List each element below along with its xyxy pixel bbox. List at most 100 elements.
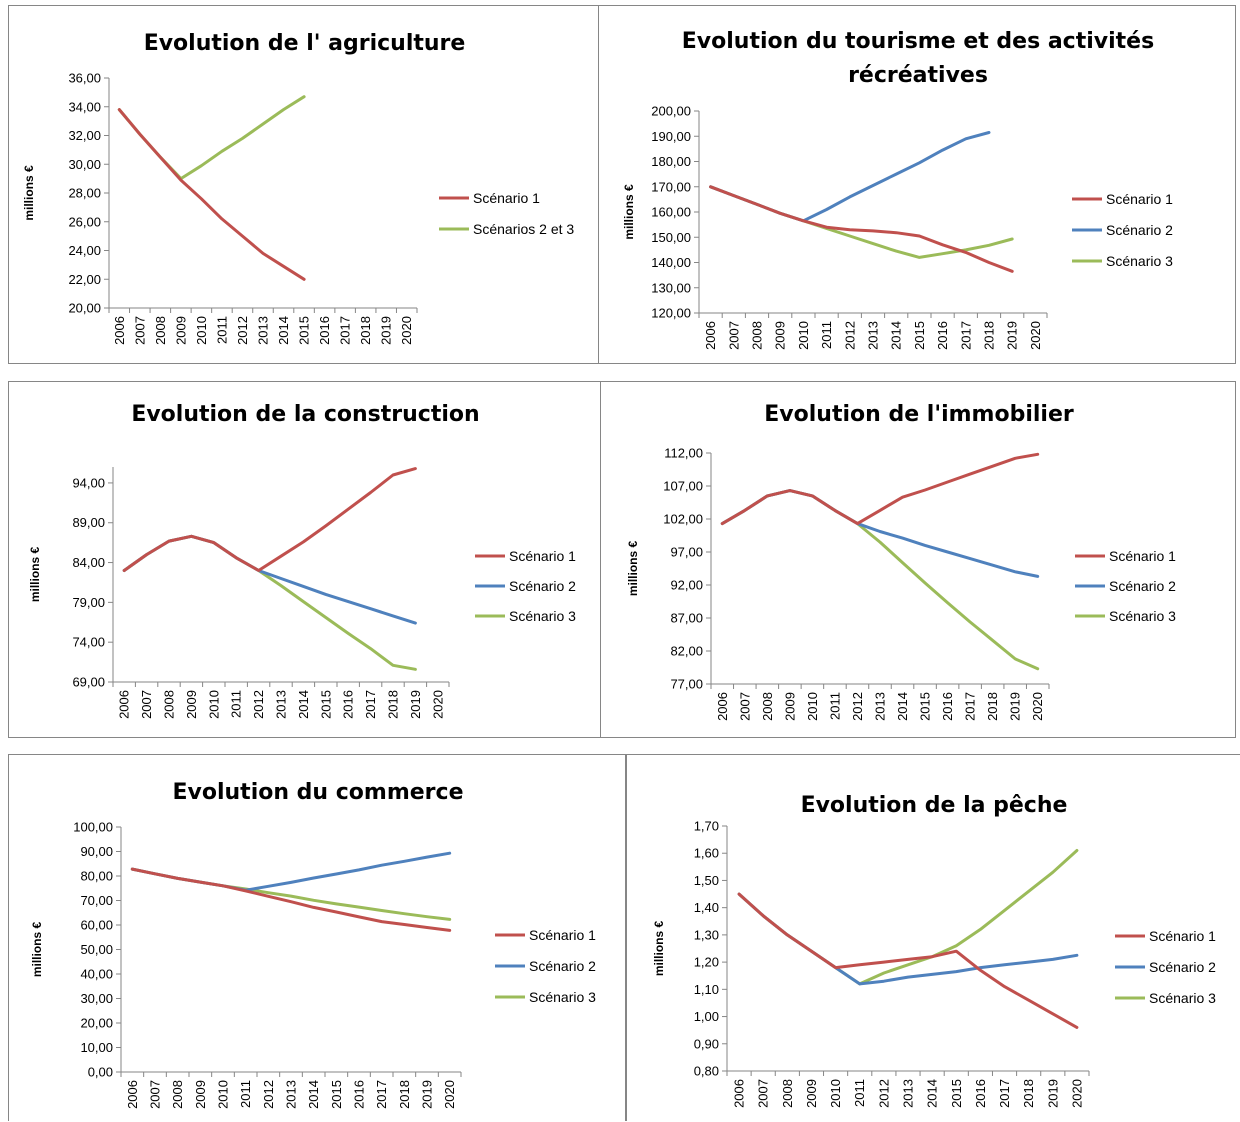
y-tick-label: 200,00 xyxy=(651,104,691,119)
series-line-1 xyxy=(709,185,1014,273)
x-tick-label: 2018 xyxy=(985,692,1000,721)
y-axis-label: millions € xyxy=(626,541,640,597)
x-tick-label: 2006 xyxy=(715,692,730,721)
y-tick-label: 1,20 xyxy=(694,955,719,970)
x-tick-label: 2019 xyxy=(1008,692,1023,721)
series-line-1 xyxy=(117,108,306,281)
x-tick-label: 2010 xyxy=(206,690,221,719)
x-tick-label: 2013 xyxy=(274,690,289,719)
commerce-chart-svg: Evolution du commerce 0,00 10,00 20,00 30,00… xyxy=(30,780,596,1109)
series-line-2 xyxy=(720,489,1040,578)
y-tick-label: 1,60 xyxy=(694,846,719,861)
y-tick-label: 1,00 xyxy=(694,1009,719,1024)
x-tick-label: 2007 xyxy=(726,321,741,350)
legend-label: Scénario 2 xyxy=(509,578,576,594)
y-tick-label: 87,00 xyxy=(670,611,703,626)
legend-label: Scénario 1 xyxy=(1106,191,1173,207)
x-tick-label: 2007 xyxy=(139,690,154,719)
series-line-2 xyxy=(709,131,991,223)
x-tick-label: 2020 xyxy=(430,690,445,719)
legend-label: Scénario 3 xyxy=(1106,253,1173,269)
x-tick-label: 2016 xyxy=(341,690,356,719)
y-tick-label: 90,00 xyxy=(80,844,113,859)
x-tick-label: 2008 xyxy=(170,1080,185,1109)
x-tick-label: 2017 xyxy=(958,321,973,350)
x-tick-label: 2007 xyxy=(132,316,147,345)
y-tick-label: 24,00 xyxy=(68,243,101,258)
x-tick-label: 2020 xyxy=(1028,321,1043,350)
y-tick-label: 40,00 xyxy=(80,967,113,982)
chart-panel-peche: Evolution de la pêche 0,80 0,90 1,00 1,10 1,2… xyxy=(626,754,1240,1121)
x-tick-label: 2016 xyxy=(935,321,950,350)
series-line-3 xyxy=(130,867,452,921)
x-tick-label: 2019 xyxy=(1005,321,1020,350)
x-tick-label: 2020 xyxy=(399,316,414,345)
legend-label: Scénario 2 xyxy=(529,958,596,974)
x-tick-label: 2006 xyxy=(703,321,718,350)
y-tick-label: 1,30 xyxy=(694,927,719,942)
y-tick-label: 26,00 xyxy=(68,214,101,229)
legend-label: Scénario 1 xyxy=(529,927,596,943)
y-tick-label: 89,00 xyxy=(72,515,105,530)
legend-label: Scénario 3 xyxy=(529,989,596,1005)
x-tick-label: 2011 xyxy=(827,692,842,720)
legend-label: Scénario 1 xyxy=(1149,928,1216,944)
x-tick-label: 2010 xyxy=(796,321,811,350)
x-tick-label: 2013 xyxy=(866,321,881,350)
series-line-2 xyxy=(737,892,1079,986)
legend-label: Scénario 3 xyxy=(1109,608,1176,624)
y-tick-label: 80,00 xyxy=(80,869,113,884)
y-tick-label: 170,00 xyxy=(651,179,691,194)
y-axis-label: millions € xyxy=(30,922,44,978)
y-tick-label: 1,50 xyxy=(694,873,719,888)
x-tick-label: 2007 xyxy=(756,1079,771,1108)
chart-title: Evolution de l' agriculture xyxy=(144,31,466,56)
y-tick-label: 100,00 xyxy=(73,820,113,835)
x-tick-label: 2014 xyxy=(276,316,291,345)
y-tick-label: 20,00 xyxy=(68,301,101,316)
y-tick-label: 1,70 xyxy=(694,819,719,834)
x-tick-label: 2008 xyxy=(162,690,177,719)
x-tick-label: 2013 xyxy=(873,692,888,721)
y-tick-label: 50,00 xyxy=(80,942,113,957)
x-tick-label: 2009 xyxy=(782,692,797,721)
y-tick-label: 107,00 xyxy=(663,479,703,494)
legend-label: Scénario 3 xyxy=(1149,990,1216,1006)
x-tick-label: 2008 xyxy=(780,1079,795,1108)
y-axis-label: millions € xyxy=(652,921,666,977)
y-tick-label: 30,00 xyxy=(80,991,113,1006)
y-tick-label: 0,00 xyxy=(88,1065,113,1080)
y-tick-label: 84,00 xyxy=(72,555,105,570)
x-tick-label: 2013 xyxy=(256,316,271,345)
y-tick-label: 1,10 xyxy=(694,982,719,997)
chart-title: Evolution de la construction xyxy=(131,402,479,427)
series-line-3 xyxy=(709,185,1014,259)
x-tick-label: 2017 xyxy=(338,316,353,345)
x-tick-label: 2006 xyxy=(117,690,132,719)
y-tick-label: 36,00 xyxy=(68,71,101,86)
y-tick-label: 69,00 xyxy=(72,675,105,690)
chart-panel-tourisme: Evolution du tourisme et des activités ré… xyxy=(598,5,1236,364)
x-tick-label: 2009 xyxy=(773,321,788,350)
chart-title: récréatives xyxy=(848,63,988,88)
series-line-1 xyxy=(130,867,452,932)
y-tick-label: 82,00 xyxy=(670,644,703,659)
x-tick-label: 2020 xyxy=(442,1080,457,1109)
x-tick-label: 2018 xyxy=(358,316,373,345)
legend-label: Scénario 1 xyxy=(473,190,540,206)
x-tick-label: 2011 xyxy=(214,316,229,344)
y-tick-label: 0,80 xyxy=(694,1064,719,1079)
y-tick-label: 79,00 xyxy=(72,595,105,610)
peche-chart-svg: Evolution de la pêche 0,80 0,90 1,00 1,10 1,2… xyxy=(652,793,1216,1108)
x-tick-label: 2008 xyxy=(750,321,765,350)
x-tick-label: 2017 xyxy=(374,1080,389,1109)
x-tick-label: 2015 xyxy=(318,690,333,719)
x-tick-label: 2013 xyxy=(901,1079,916,1108)
y-tick-label: 22,00 xyxy=(68,272,101,287)
legend-label: Scénarios 2 et 3 xyxy=(473,221,574,237)
y-axis-label: millions € xyxy=(28,547,42,603)
y-axis-label: millions € xyxy=(22,165,36,221)
legend-label: Scénario 2 xyxy=(1106,222,1173,238)
x-tick-label: 2010 xyxy=(805,692,820,721)
series-line-3 xyxy=(737,849,1079,986)
